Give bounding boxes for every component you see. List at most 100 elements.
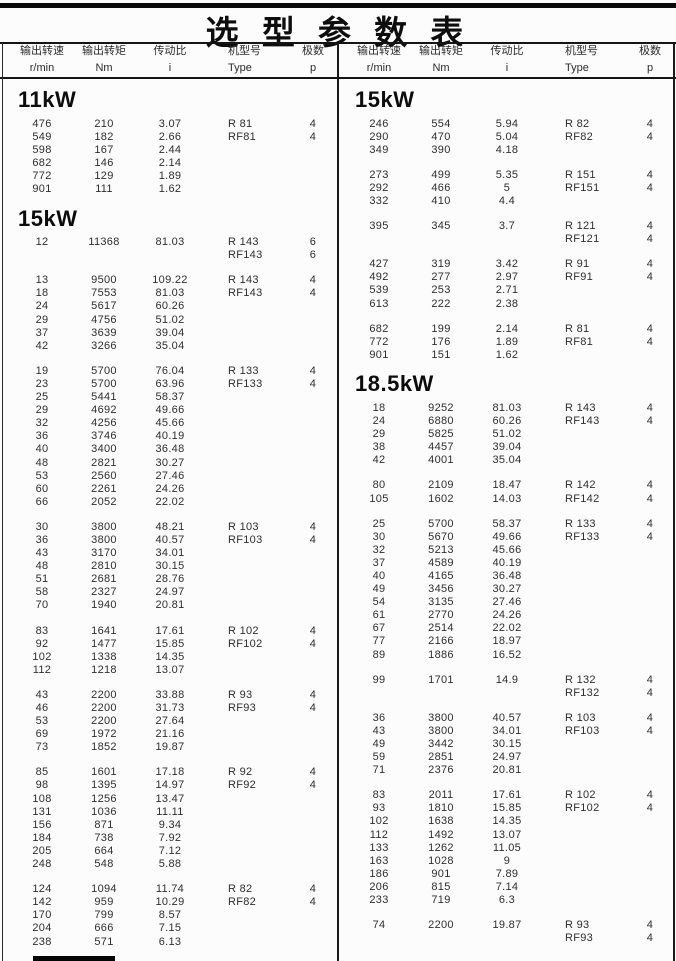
cell-output-torque: 3456	[428, 583, 454, 596]
cell-ratio: 7.14	[495, 880, 519, 893]
cell-output-torque: 3800	[428, 711, 454, 724]
cell-poles: 4	[309, 624, 317, 637]
column-header-speed: 输出转速 r/min	[349, 45, 409, 75]
cell-poles: 4	[646, 932, 654, 945]
cell-model-type: RF143	[228, 287, 263, 300]
cell-output-speed: 71	[372, 764, 386, 777]
cell-output-speed: 29	[372, 428, 386, 441]
table-row: 112 1492 13.07	[339, 828, 674, 841]
cell-output-speed: 36	[35, 533, 49, 546]
column-header-unit: p	[309, 62, 317, 74]
table-row: 901 111 1.62	[2, 182, 337, 195]
cell-poles: 4	[646, 415, 654, 428]
cell-ratio: 2.38	[495, 297, 519, 310]
cell-output-speed: 40	[372, 569, 386, 582]
cell-output-speed: 42	[35, 339, 49, 352]
table-row: 18 7553 81.03 RF143 4	[2, 287, 337, 300]
cell-ratio: 51.02	[492, 428, 522, 441]
cell-ratio: 17.61	[155, 624, 185, 637]
cell-model-type: RF102	[228, 637, 263, 650]
cell-poles: 4	[646, 181, 654, 194]
cell-poles: 4	[309, 364, 317, 377]
table-row: RF121 4	[339, 233, 674, 246]
rating-group: 74 2200 19.87 R 93 4 RF93 4	[339, 919, 674, 945]
cell-output-torque: 2011	[428, 789, 454, 802]
cell-output-speed: 682	[369, 322, 389, 335]
cell-output-torque: 9252	[428, 401, 454, 414]
cell-output-speed: 83	[35, 624, 49, 637]
cell-output-torque: 4457	[428, 441, 454, 454]
table-row: 29 4756 51.02	[2, 313, 337, 326]
cell-ratio: 22.02	[155, 495, 185, 508]
cell-output-torque: 182	[94, 130, 114, 143]
cell-output-speed: 37	[372, 556, 386, 569]
cell-poles: 4	[646, 802, 654, 815]
table-row: 73 1852 19.87	[2, 741, 337, 754]
cell-output-torque: 253	[431, 284, 451, 297]
cell-output-speed: 36	[35, 430, 49, 443]
cell-model-type: R 143	[228, 274, 259, 287]
cell-ratio: 4.4	[498, 195, 516, 208]
table-row: 170 799 8.57	[2, 909, 337, 922]
table-row: RF132 4	[339, 686, 674, 699]
cell-poles: 4	[309, 688, 317, 701]
column-header-name: 极数	[302, 45, 324, 57]
cell-output-speed: 38	[372, 441, 386, 454]
cell-model-type: R 102	[228, 624, 259, 637]
cell-ratio: 3.07	[158, 117, 182, 130]
page-title: 选 型 参 数 表	[205, 14, 471, 51]
cell-poles: 4	[309, 883, 317, 896]
cell-ratio: 9.34	[158, 818, 182, 831]
cell-output-torque: 2376	[428, 764, 454, 777]
cell-poles: 4	[646, 335, 654, 348]
cell-model-type: R 81	[228, 117, 253, 130]
cell-model-type: RF92	[228, 779, 257, 792]
cell-model-type: R 133	[228, 364, 259, 377]
cell-output-speed: 492	[369, 271, 389, 284]
table-row: 38 4457 39.04	[339, 441, 674, 454]
column-header-ratio: 传动比 i	[473, 45, 541, 75]
cell-poles: 4	[646, 220, 654, 233]
table-row: 131 1036 11.11	[2, 805, 337, 818]
cell-ratio: 20.81	[492, 764, 522, 777]
cell-poles: 4	[646, 401, 654, 414]
column-header-name: 输出转速	[357, 45, 401, 57]
cell-output-speed: 772	[369, 335, 389, 348]
cell-poles: 6	[309, 236, 317, 249]
cell-poles: 4	[646, 168, 654, 181]
table-row: 83 1641 17.61 R 102 4	[2, 624, 337, 637]
cell-ratio: 5.04	[495, 130, 519, 143]
cell-output-torque: 901	[431, 867, 451, 880]
cell-ratio: 5	[503, 181, 511, 194]
cell-ratio: 2.14	[158, 156, 182, 169]
section-heading: 15kW	[18, 205, 78, 231]
cell-ratio: 45.66	[492, 543, 522, 556]
column-header-type: 机型号 Type	[228, 45, 292, 75]
cell-poles: 4	[309, 377, 317, 390]
column-header-unit: r/min	[29, 62, 55, 74]
cell-output-torque: 666	[94, 922, 114, 935]
column-header-name: 输出转速	[20, 45, 64, 57]
table-row: 36 3800 40.57 RF103 4	[2, 533, 337, 546]
cell-model-type: RF121	[565, 233, 600, 246]
cell-output-speed: 25	[372, 517, 386, 530]
column-header-name: 机型号	[228, 45, 261, 57]
cell-output-torque: 1852	[91, 741, 117, 754]
cell-model-type: R 82	[228, 883, 253, 896]
cell-output-torque: 151	[431, 348, 451, 361]
cell-ratio: 9	[503, 854, 511, 867]
table-row: 349 390 4.18	[339, 143, 674, 156]
cell-output-torque: 1094	[91, 883, 117, 896]
cell-output-torque: 1256	[91, 792, 117, 805]
cell-ratio: 34.01	[155, 547, 185, 560]
table-row: 205 664 7.12	[2, 844, 337, 857]
cell-ratio: 3.42	[495, 258, 519, 271]
cell-model-type: RF93	[228, 702, 257, 715]
cell-output-speed: 682	[32, 156, 52, 169]
table-row: 99 1701 14.9 R 132 4	[339, 673, 674, 686]
table-header-left: 输出转速 r/min 输出转矩 Nm 传动比 i 机型号 Type 极数 p	[2, 45, 337, 77]
cell-ratio: 7.15	[158, 922, 182, 935]
cell-output-speed: 613	[369, 297, 389, 310]
cell-output-speed: 13	[35, 274, 49, 287]
table-row: 42 3266 35.04	[2, 339, 337, 352]
